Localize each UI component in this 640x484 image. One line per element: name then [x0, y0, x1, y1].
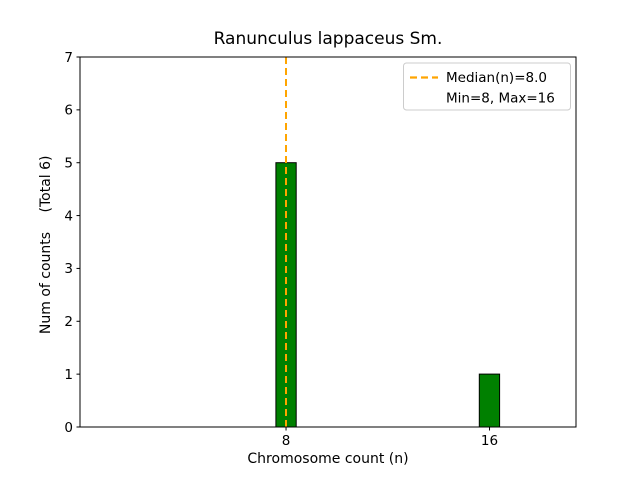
bar-x16 — [478, 373, 501, 428]
axes-box — [79, 56, 577, 428]
y-tick-label: 1 — [64, 367, 73, 383]
y-tick-label: 4 — [64, 208, 73, 224]
x-axis-label: Chromosome count (n) — [247, 451, 408, 467]
legend-entry-median: Median(n)=8.0 — [446, 70, 547, 86]
y-axis-annotation: (Total 6) — [38, 156, 54, 213]
y-tick-label: 3 — [64, 261, 73, 277]
chart-title: Ranunculus lappaceus Sm. — [214, 29, 443, 49]
legend-box — [403, 62, 571, 111]
legend-entry-minmax: Min=8, Max=16 — [446, 91, 555, 107]
x-ticks-group: 8 16 — [282, 427, 498, 449]
x-tick-label: 8 — [282, 433, 291, 449]
legend: Median(n)=8.0 Min=8, Max=16 — [403, 62, 571, 111]
y-ticks-group: 0 1 2 3 4 5 6 7 — [64, 50, 80, 436]
x-tick-label: 16 — [481, 433, 498, 449]
y-tick-label: 2 — [64, 314, 73, 330]
y-axis-label: Num of counts — [38, 232, 54, 334]
y-tick-label: 5 — [64, 156, 73, 172]
y-tick-label: 6 — [64, 103, 73, 119]
y-tick-label: 0 — [64, 420, 73, 436]
y-tick-label: 7 — [64, 50, 73, 66]
